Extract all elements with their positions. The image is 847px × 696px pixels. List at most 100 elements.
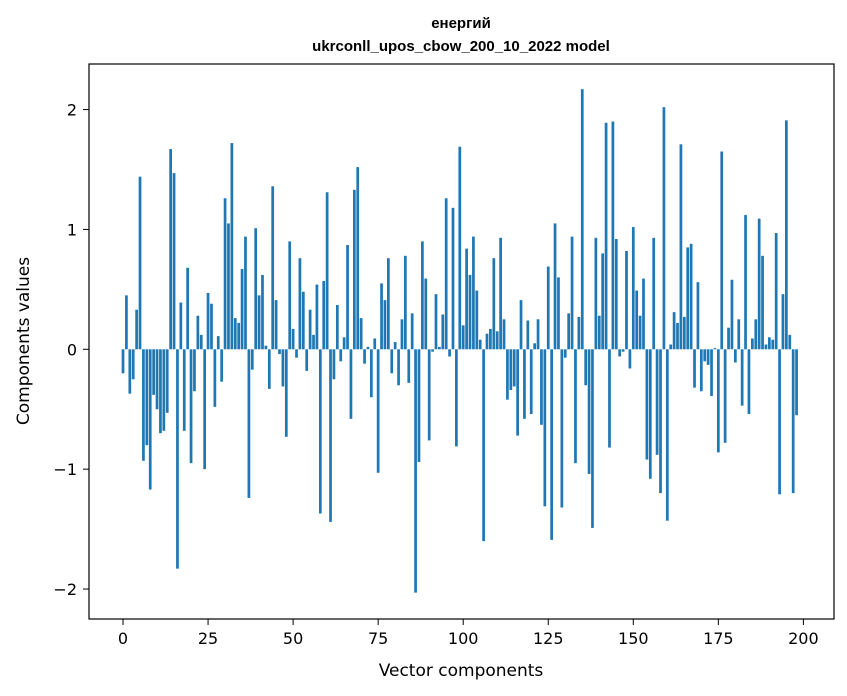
bar (410, 313, 414, 350)
bar (339, 349, 343, 362)
bar (237, 322, 241, 350)
bar (665, 349, 669, 521)
chart-title-line-2: ukrconll_upos_cbow_200_10_2022 model (312, 38, 610, 55)
bar (747, 349, 751, 415)
bar (652, 237, 656, 350)
y-axis-label: Components values (14, 257, 34, 425)
bar (165, 349, 169, 413)
bar (264, 345, 268, 350)
bar (135, 309, 138, 350)
bar (335, 304, 339, 350)
bar (611, 121, 615, 350)
bar (655, 349, 659, 455)
bar (567, 313, 571, 350)
bar (318, 349, 322, 514)
bar (424, 278, 428, 350)
bar (506, 349, 509, 400)
bar (679, 144, 683, 350)
bar (291, 328, 295, 350)
bar (710, 349, 713, 397)
bar (138, 176, 142, 350)
bar (601, 253, 605, 350)
y-tick-label: 0 (67, 340, 77, 359)
bar (597, 315, 601, 350)
bar (778, 349, 781, 495)
bar (240, 268, 244, 350)
bar (376, 349, 380, 473)
bar (563, 349, 567, 358)
bar (359, 318, 363, 350)
bar (312, 334, 315, 350)
bar (594, 237, 598, 350)
bar (461, 325, 465, 350)
x-tick-label: 100 (448, 629, 479, 648)
bar (642, 278, 645, 350)
bar (421, 241, 424, 350)
bar (261, 274, 264, 350)
y-tick-label: 2 (67, 101, 77, 120)
bar (288, 241, 292, 350)
bar (438, 346, 441, 350)
bar (543, 349, 547, 507)
bar (529, 349, 533, 415)
bar (427, 349, 431, 441)
bar (162, 349, 166, 431)
bar (580, 89, 584, 350)
bar (696, 282, 700, 350)
bar (540, 349, 543, 425)
bar (434, 294, 438, 350)
bar (727, 327, 730, 350)
x-tick-label: 75 (368, 629, 388, 648)
bar (125, 295, 128, 350)
bar (591, 349, 594, 528)
bar (366, 346, 370, 350)
bar (676, 322, 679, 350)
bar (397, 349, 400, 386)
bar (468, 274, 472, 350)
bar (186, 267, 190, 350)
bar (560, 349, 564, 508)
bar (791, 349, 795, 494)
bar (631, 227, 635, 350)
bar (172, 173, 176, 350)
bar (757, 218, 761, 350)
bar (346, 245, 349, 350)
bar (699, 349, 703, 392)
bar (257, 295, 261, 350)
bars-group (121, 89, 798, 593)
bar (393, 342, 397, 350)
bar (744, 215, 747, 350)
bar (604, 122, 608, 350)
bar (363, 349, 366, 364)
x-axis-ticks: 0 25 50 75 100 125 150 175 200 (118, 619, 819, 648)
x-tick-label: 25 (198, 629, 218, 648)
bar (638, 315, 642, 350)
bar (465, 248, 468, 350)
bar (771, 339, 775, 350)
bar (407, 349, 411, 383)
bar (550, 349, 554, 540)
bar (761, 255, 764, 350)
bar (199, 334, 203, 350)
x-tick-label: 125 (533, 629, 564, 648)
bar (621, 349, 625, 352)
x-axis-label: Vector components (379, 661, 544, 681)
bar (179, 302, 183, 350)
bar (247, 349, 251, 498)
bar (795, 349, 798, 416)
bar (155, 349, 159, 410)
bar (451, 207, 455, 350)
bar (706, 349, 710, 365)
bar (329, 349, 332, 522)
bar (152, 349, 155, 395)
bar (267, 349, 271, 389)
bar (342, 337, 346, 350)
bar (387, 258, 390, 350)
bar (723, 349, 727, 443)
bar (577, 316, 581, 350)
bar (492, 258, 496, 350)
bar (230, 143, 234, 350)
bar (142, 349, 145, 461)
bar (482, 349, 485, 542)
